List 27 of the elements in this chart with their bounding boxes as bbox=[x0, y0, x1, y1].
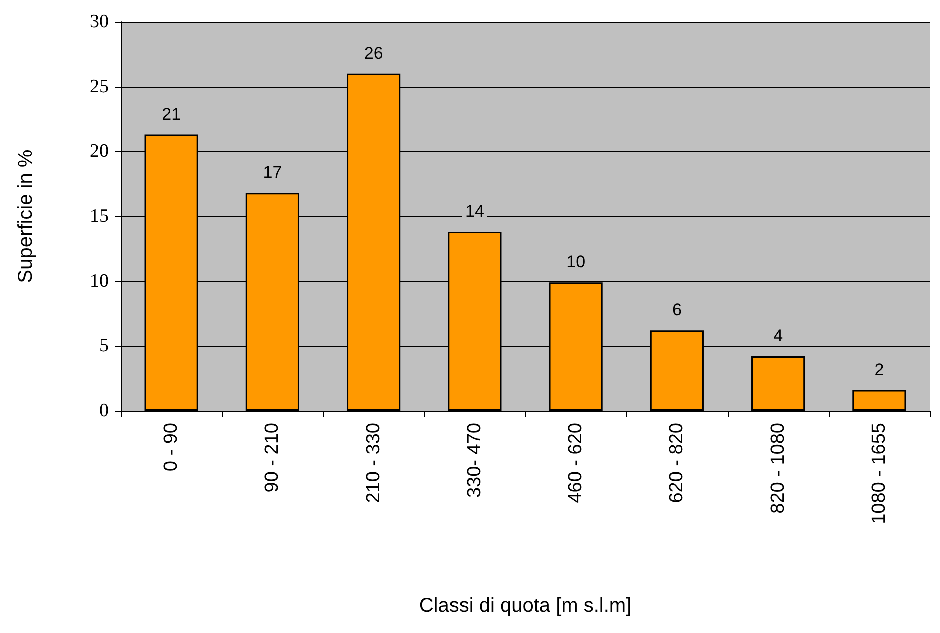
data-label: 4 bbox=[774, 326, 784, 346]
y-tick-label: 0 bbox=[100, 400, 109, 422]
data-label: 10 bbox=[566, 252, 586, 272]
y-tick-label: 25 bbox=[90, 76, 109, 98]
x-tick-label: 1080 - 1655 bbox=[868, 423, 890, 524]
x-tick-label: 460 - 620 bbox=[566, 423, 587, 504]
data-label: 26 bbox=[364, 44, 384, 63]
data-label: 17 bbox=[263, 163, 282, 182]
x-tick-label: 620 - 820 bbox=[666, 423, 688, 504]
x-tick-label: 330- 470 bbox=[464, 423, 486, 498]
x-tick-label: 0 - 90 bbox=[161, 423, 182, 472]
y-tick-label: 10 bbox=[90, 270, 109, 292]
x-axis-title: Classi di quota [m s.l.m] bbox=[419, 595, 632, 617]
data-label: 2 bbox=[874, 360, 884, 380]
y-tick-label: 30 bbox=[90, 12, 109, 32]
y-tick-label: 20 bbox=[90, 141, 109, 162]
x-tick-label: 820 - 1080 bbox=[768, 423, 789, 514]
y-tick-label: 15 bbox=[90, 206, 109, 227]
bar bbox=[752, 356, 806, 411]
y-axis-title: Superficie in % bbox=[15, 150, 37, 284]
x-tick-label: 90 - 210 bbox=[262, 423, 284, 493]
data-label: 6 bbox=[672, 300, 682, 320]
x-tick-label: 210 - 330 bbox=[363, 423, 384, 504]
bar bbox=[852, 390, 906, 411]
y-tick-label: 5 bbox=[100, 336, 109, 357]
data-label: 21 bbox=[162, 104, 182, 124]
data-label: 14 bbox=[465, 202, 484, 222]
